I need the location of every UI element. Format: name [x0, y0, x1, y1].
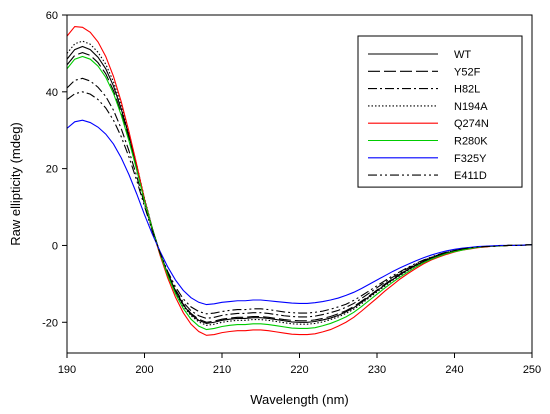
- y-tick-label: 40: [46, 87, 58, 99]
- legend-label: Q274N: [454, 118, 489, 130]
- legend-item-n194a: N194A: [368, 101, 488, 113]
- legend-box: [357, 35, 523, 188]
- legend-item-r280k: R280K: [368, 136, 488, 148]
- series-line-e411d: [67, 91, 532, 315]
- x-tick-label: 250: [523, 364, 541, 376]
- legend-item-y52f: Y52F: [368, 66, 481, 78]
- legend-label: R280K: [454, 136, 488, 148]
- legend-label: N194A: [454, 101, 488, 113]
- series-line-h82l: [67, 77, 532, 319]
- y-axis-title: Raw ellipticity (mdeg): [8, 122, 23, 246]
- x-tick-label: 240: [445, 364, 463, 376]
- x-axis-title: Wavelength (nm): [250, 392, 349, 407]
- series-line-f325y: [67, 119, 532, 306]
- legend-label: WT: [454, 49, 471, 61]
- y-tick-label: -20: [42, 317, 58, 329]
- series-layer: [67, 25, 532, 336]
- x-tick-label: 210: [213, 364, 231, 376]
- series-line-r280k: [67, 55, 532, 331]
- legend: WT Y52F H82L N194A Q274N R280K F325Y E411D: [357, 35, 523, 188]
- x-tick-label: 190: [58, 364, 76, 376]
- x-tick-label: 200: [135, 364, 153, 376]
- y-tick-label: 60: [46, 10, 58, 22]
- legend-item-f325y: F325Y: [368, 153, 487, 165]
- x-tick-label: 230: [368, 364, 386, 376]
- ticks-layer: 190 200 210 220 230 240 250 -20 0 20 40 60: [42, 10, 541, 376]
- legend-label: E411D: [454, 170, 487, 182]
- y-tick-label: 0: [52, 240, 58, 252]
- legend-item-e411d: E411D: [368, 170, 487, 182]
- legend-label: H82L: [454, 84, 480, 96]
- y-tick-label: 20: [46, 164, 58, 176]
- legend-item-wt: WT: [368, 49, 471, 61]
- legend-label: F325Y: [454, 153, 487, 165]
- x-tick-label: 220: [290, 364, 308, 376]
- legend-item-q274n: Q274N: [368, 118, 489, 130]
- legend-item-h82l: H82L: [368, 84, 480, 96]
- legend-label: Y52F: [454, 66, 481, 78]
